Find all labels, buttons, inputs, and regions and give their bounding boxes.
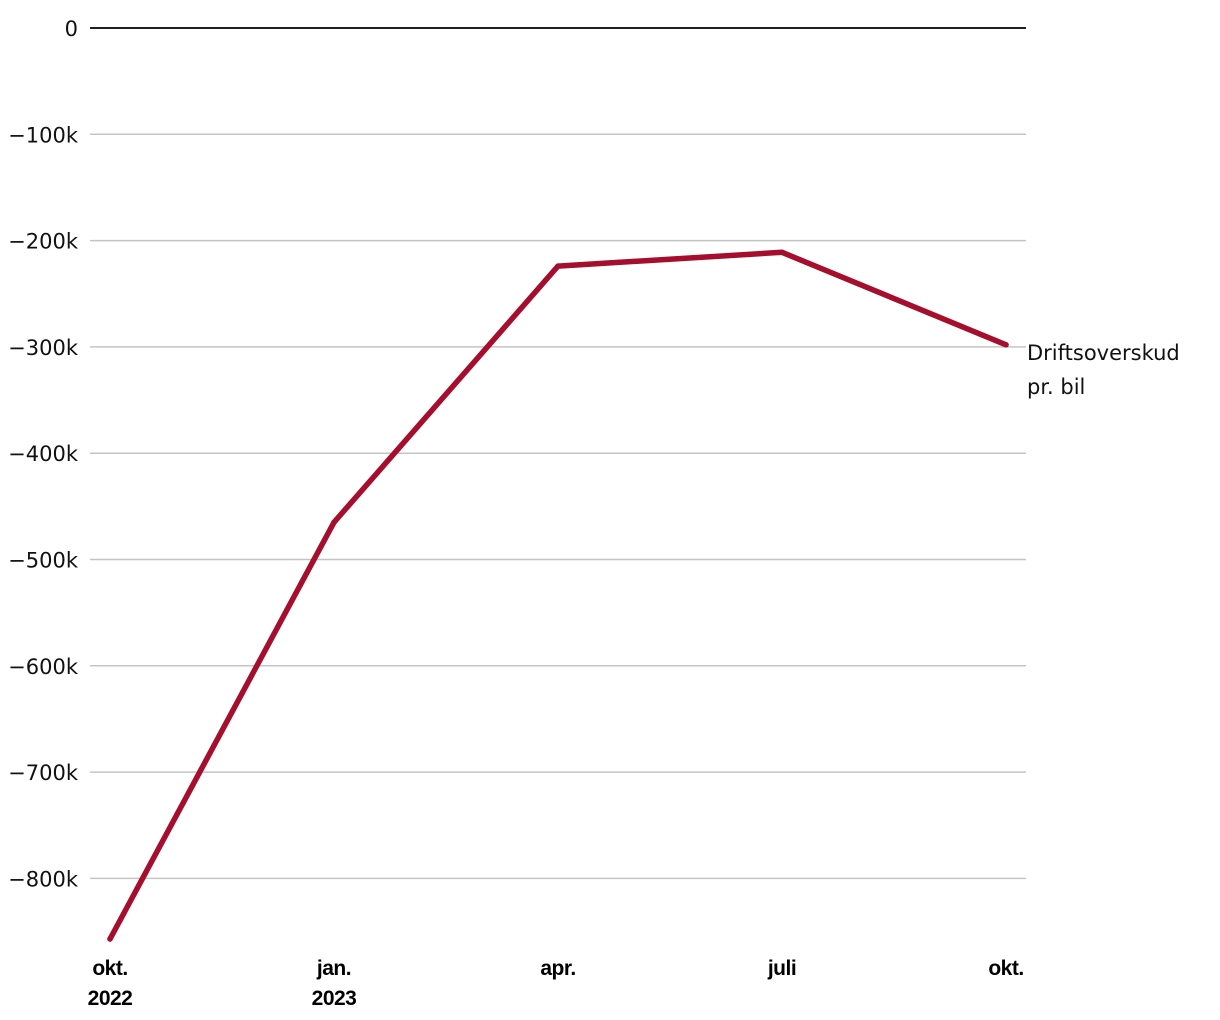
x-tick-label: okt. 2022: [88, 957, 133, 1010]
x-tick-label: okt.: [988, 957, 1023, 980]
x-tick-label-line: 2022: [88, 987, 133, 1010]
data-point: [331, 519, 337, 526]
y-tick-label: −500k: [8, 549, 79, 573]
series-lines: [107, 249, 1009, 942]
x-tick-label-line: okt.: [92, 957, 127, 980]
x-tick-label-line: apr.: [540, 957, 575, 980]
series-labels: Driftsoverskud pr. bil: [1027, 341, 1180, 399]
series-line: [107, 249, 1009, 942]
data-point: [555, 263, 561, 269]
x-tick-label-line: juli: [767, 957, 796, 980]
series-label-line: Driftsoverskud: [1027, 341, 1180, 365]
y-tick-label: −200k: [8, 230, 79, 254]
x-tick-label: jan. 2023: [312, 957, 357, 1010]
series-label: Driftsoverskud pr. bil: [1027, 341, 1180, 399]
x-tick-label-line: okt.: [988, 957, 1023, 980]
x-tick-label: juli: [767, 957, 796, 980]
x-tick-label-line: jan.: [316, 957, 351, 980]
y-tick-label: −800k: [8, 867, 79, 891]
data-point: [107, 936, 113, 942]
y-tick-label: −400k: [8, 442, 79, 466]
data-point: [1003, 342, 1009, 348]
y-tick-label: −100k: [8, 123, 79, 147]
data-point: [779, 249, 785, 256]
x-tick-label: apr.: [540, 957, 575, 980]
y-tick-label: 0: [65, 17, 78, 41]
gridlines: [90, 27, 1026, 880]
y-tick-label: −300k: [8, 336, 79, 360]
y-tick-label: −700k: [8, 761, 79, 785]
x-axis-tick-labels: okt. 2022 jan. 2023 apr. juli okt.: [88, 957, 1025, 1010]
y-axis-tick-labels: 0 −100k −200k −300k −400k −500k −600k −700k −800…: [8, 17, 79, 891]
y-tick-label: −600k: [8, 655, 79, 679]
series-label-line: pr. bil: [1027, 375, 1085, 399]
x-tick-label-line: 2023: [312, 987, 357, 1010]
